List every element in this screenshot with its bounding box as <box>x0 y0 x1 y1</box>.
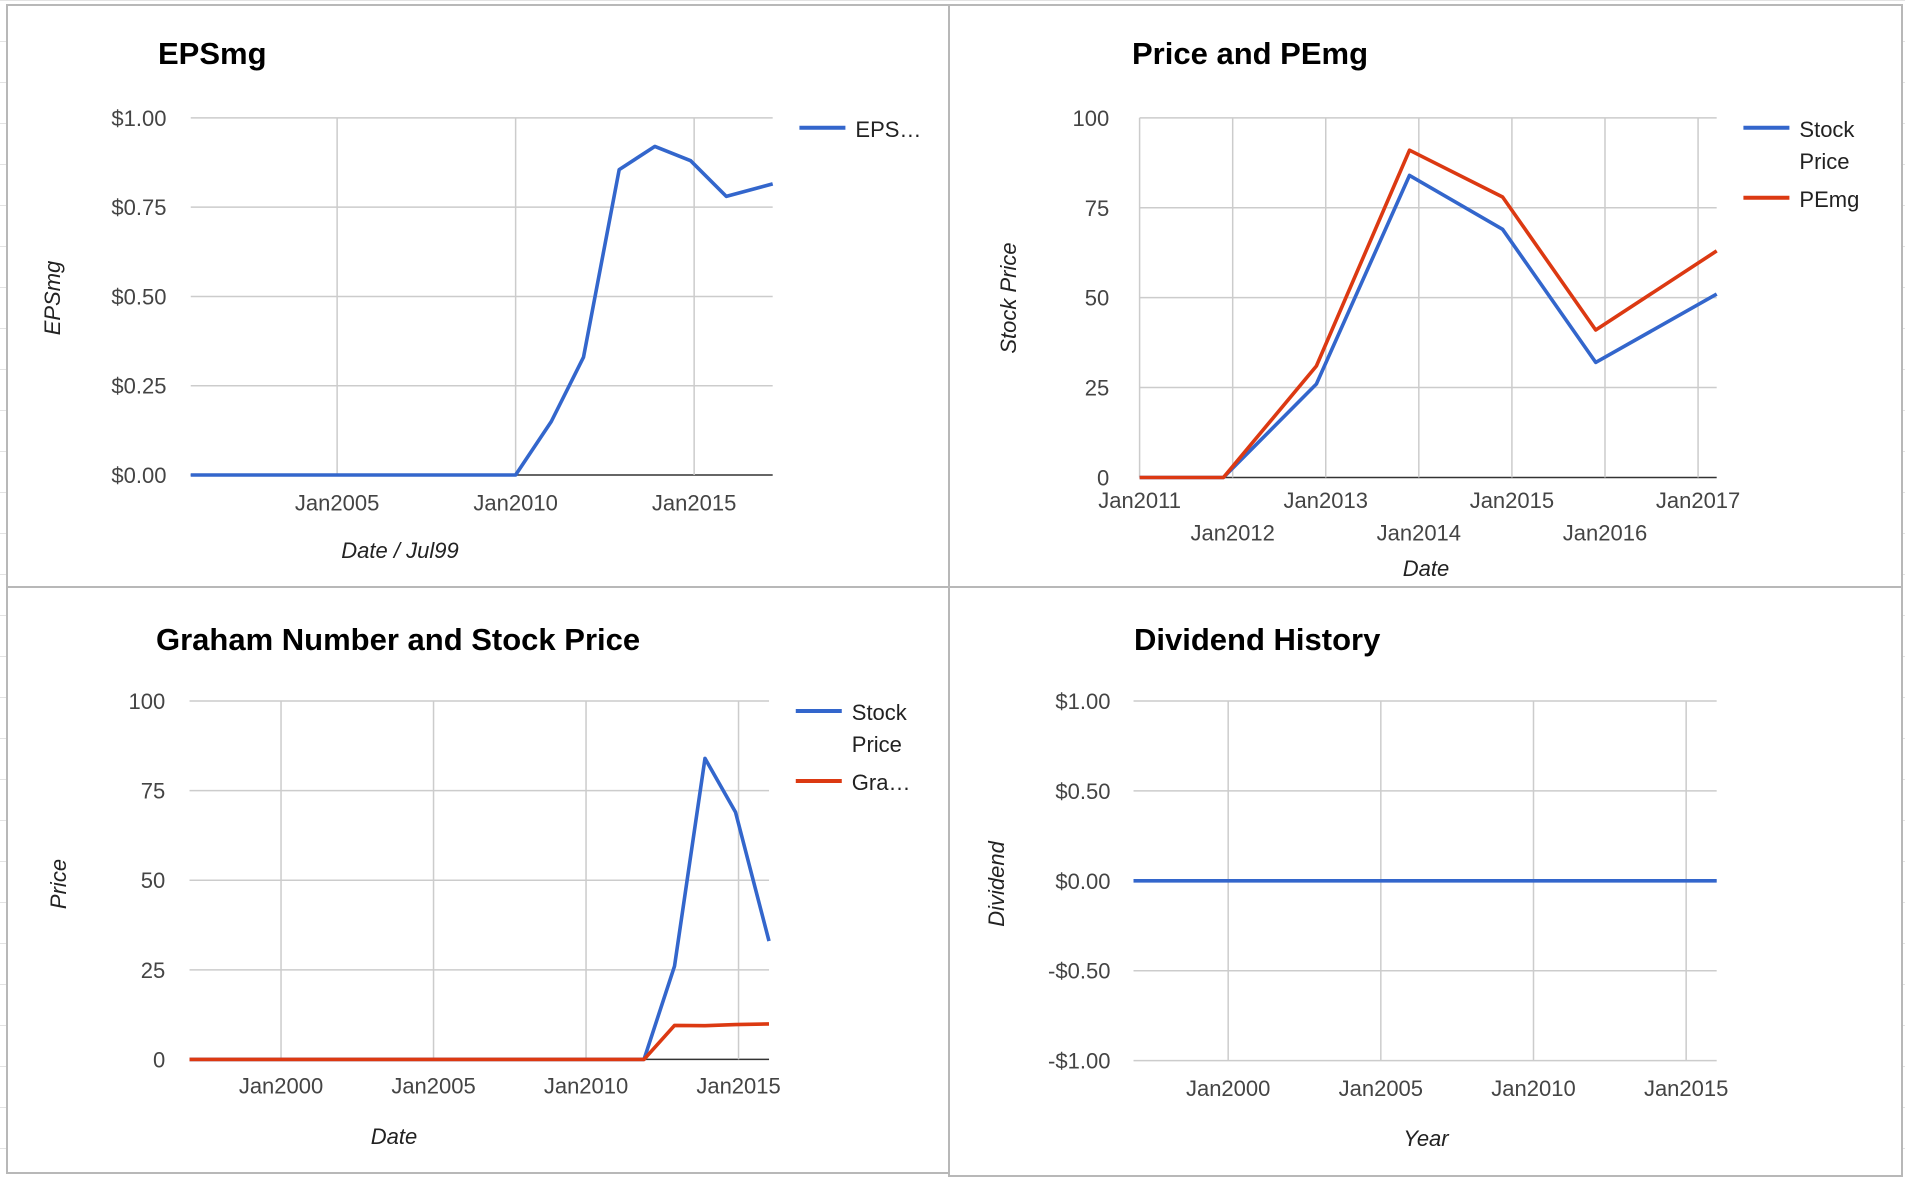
series-line-stock-price[interactable] <box>1139 173 1718 480</box>
x-tick-label: Jan2017 <box>1656 488 1740 513</box>
y-tick-label: 50 <box>1085 286 1109 311</box>
y-tick-label: 100 <box>129 689 166 714</box>
series-layer <box>189 756 771 1062</box>
x-tick-label: Jan2005 <box>295 490 379 515</box>
y-tick-label: $1.00 <box>1055 689 1110 714</box>
y-axis-title: Price <box>46 859 71 909</box>
y-tick-label: 50 <box>141 868 165 893</box>
x-tick-label: Jan2015 <box>1470 488 1554 513</box>
x-axis-title: Date <box>371 1124 417 1149</box>
chart-panel-eps[interactable]: EPSmg $0.00 $0.25 $0.50 $0.75 $1.00 Jan2005 J… <box>6 4 950 588</box>
legend-label: Stock Price <box>852 700 908 757</box>
eps-chart: EPSmg $0.00 $0.25 $0.50 $0.75 $1.00 Jan2005 J… <box>40 36 921 563</box>
y-tick-label: -$0.50 <box>1048 959 1110 984</box>
x-axis-title: Date <box>1403 556 1449 581</box>
legend: Stock Price PEmg <box>1743 117 1859 212</box>
chart-title: Dividend History <box>1134 622 1381 657</box>
series-line-pemg[interactable] <box>1139 148 1718 480</box>
legend-item[interactable]: Gra… <box>795 770 911 795</box>
y-tick-label: $0.25 <box>111 374 166 399</box>
y-tick-label: $0.00 <box>111 463 166 488</box>
legend-label: EPS… <box>855 117 921 142</box>
x-tick-label: Jan2005 <box>391 1073 475 1098</box>
x-tick-label: Jan2015 <box>696 1073 780 1098</box>
series-line-stock-price[interactable] <box>189 756 771 1062</box>
legend-label: Gra… <box>852 770 911 795</box>
y-tick-label: 25 <box>1085 376 1109 401</box>
x-tick-label: Jan2015 <box>1644 1076 1728 1101</box>
x-tick-label: Jan2000 <box>239 1073 323 1098</box>
y-tick-label: $0.00 <box>1055 869 1110 894</box>
graham-chart: Graham Number and Stock Price 0 25 50 75 100… <box>46 622 911 1149</box>
legend-label: PEmg <box>1799 187 1859 212</box>
y-tick-label: 100 <box>1073 106 1110 131</box>
y-tick-label: 0 <box>1097 465 1109 490</box>
y-tick-label: 0 <box>153 1047 165 1072</box>
x-tick-label: Jan2010 <box>544 1073 628 1098</box>
series-line-eps[interactable] <box>190 144 774 477</box>
legend-item[interactable]: PEmg <box>1743 187 1859 212</box>
y-tick-label: 75 <box>141 779 165 804</box>
x-tick-label: Jan2010 <box>473 490 557 515</box>
x-tick-label: Jan2013 <box>1284 488 1368 513</box>
x-axis-title: Date / Jul99 <box>341 538 458 563</box>
y-axis-title: Dividend <box>984 840 1009 926</box>
chart-title: EPSmg <box>158 36 267 71</box>
x-tick-label: Jan2010 <box>1491 1076 1575 1101</box>
legend-item[interactable]: EPS… <box>799 117 921 142</box>
y-tick-label: -$1.00 <box>1048 1049 1110 1074</box>
legend: EPS… <box>799 117 921 142</box>
x-tick-label: Jan2016 <box>1563 521 1647 546</box>
legend: Stock Price Gra… <box>795 700 911 795</box>
x-tick-label: Jan2011 <box>1098 488 1181 513</box>
gridlines <box>190 117 773 476</box>
chart-panel-dividend[interactable]: Dividend History -$1.00 -$0.50 $0.00 $0.50 $… <box>948 586 1903 1177</box>
legend-label: Stock Price <box>1799 117 1855 174</box>
x-tick-label: Jan2015 <box>652 490 736 515</box>
y-tick-label: 25 <box>141 958 165 983</box>
y-axis-title: EPSmg <box>40 260 65 335</box>
y-tick-label: $0.75 <box>111 195 166 220</box>
chart-panel-graham[interactable]: Graham Number and Stock Price 0 25 50 75 100… <box>6 586 950 1174</box>
x-axis-title: Year <box>1403 1126 1450 1151</box>
gridlines <box>1138 117 1717 479</box>
x-tick-label: Jan2005 <box>1339 1076 1423 1101</box>
chart-panel-price-pe[interactable]: Price and PEmg 0 25 50 75 100 Jan2011 Jan2012… <box>948 4 1903 588</box>
chart-title: Price and PEmg <box>1132 36 1368 71</box>
y-axis-title: Stock Price <box>996 242 1021 353</box>
series-line-gra[interactable] <box>189 1022 770 1062</box>
x-tick-label: Jan2000 <box>1186 1076 1270 1101</box>
series-layer <box>1139 148 1718 480</box>
dividend-chart: Dividend History -$1.00 -$0.50 $0.00 $0.50 $… <box>984 622 1728 1151</box>
chart-title: Graham Number and Stock Price <box>156 622 640 657</box>
price-pe-chart: Price and PEmg 0 25 50 75 100 Jan2011 Jan2012… <box>996 36 1859 581</box>
y-tick-label: $1.00 <box>111 106 166 131</box>
legend-item[interactable]: Stock Price <box>1743 117 1855 174</box>
gridlines <box>189 700 770 1061</box>
y-tick-label: 75 <box>1085 196 1109 221</box>
x-tick-label: Jan2012 <box>1190 521 1274 546</box>
y-tick-label: $0.50 <box>1055 779 1110 804</box>
series-layer <box>190 144 774 477</box>
y-tick-label: $0.50 <box>111 284 166 309</box>
legend-item[interactable]: Stock Price <box>795 700 908 757</box>
x-tick-label: Jan2014 <box>1377 521 1461 546</box>
